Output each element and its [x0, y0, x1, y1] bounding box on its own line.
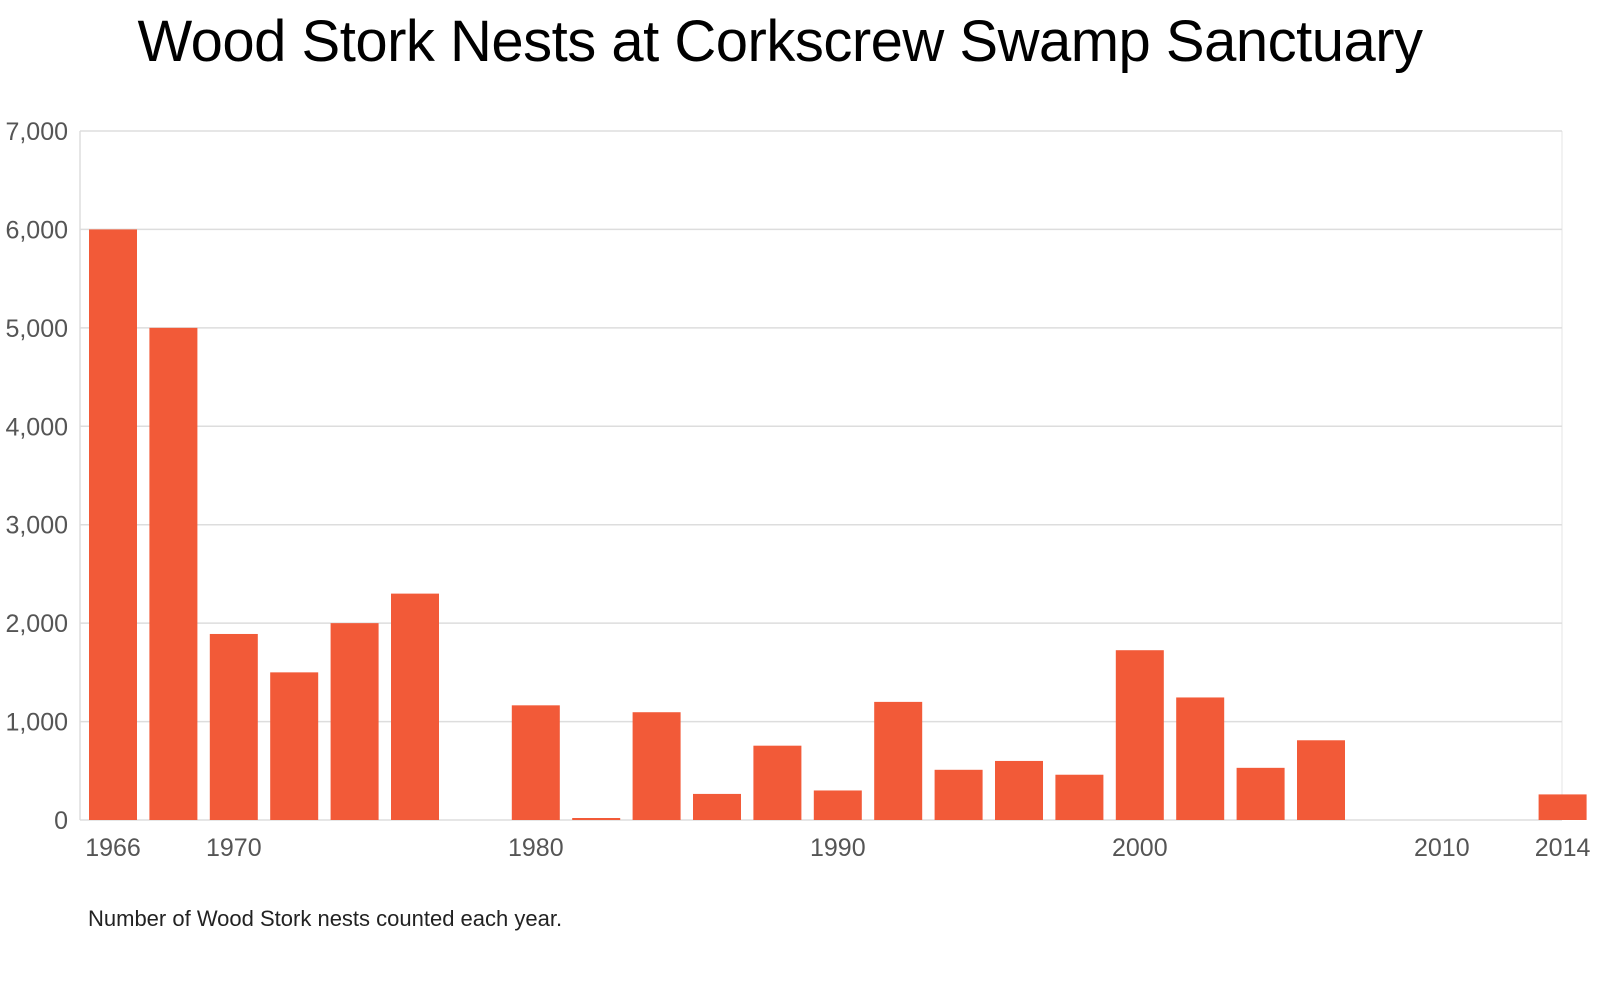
bar-1998 — [1055, 774, 1104, 820]
y-tick-label-3000: 3,000 — [5, 512, 68, 540]
bar-2006 — [1297, 740, 1345, 820]
x-tick-label-1970: 1970 — [206, 834, 262, 862]
bars — [89, 229, 1587, 820]
y-tick-label-7000: 7,000 — [5, 118, 68, 146]
x-tick-label-2014: 2014 — [1535, 834, 1591, 862]
y-axis-tick-labels: 0 1,000 2,000 3,000 4,000 5,000 6,000 7,000 — [5, 118, 68, 835]
x-tick-label-1990: 1990 — [810, 834, 866, 862]
y-tick-label-5000: 5,000 — [5, 315, 68, 343]
x-tick-label-2000: 2000 — [1112, 834, 1168, 862]
y-tick-label-0: 0 — [54, 807, 68, 835]
y-tick-label-4000: 4,000 — [5, 413, 68, 441]
bar-1992 — [874, 701, 923, 820]
x-tick-label-2010: 2010 — [1414, 834, 1470, 862]
bar-1976 — [391, 593, 439, 820]
bar-1974 — [330, 623, 379, 820]
bar-1986 — [693, 793, 741, 820]
bar-2000 — [1115, 650, 1164, 820]
y-tick-label-2000: 2,000 — [5, 610, 68, 638]
bar-1996 — [995, 760, 1043, 820]
bar-1972 — [270, 672, 319, 820]
chart-title: Wood Stork Nests at Corkscrew Swamp Sanc… — [137, 9, 1423, 74]
x-axis-tick-labels: 1966 1970 1980 1990 2000 2010 2014 — [85, 834, 1590, 862]
bar-1968 — [149, 327, 198, 820]
x-tick-label-1980: 1980 — [508, 834, 564, 862]
bar-1984 — [632, 712, 681, 820]
bar-2004 — [1236, 767, 1285, 820]
bar-1990 — [813, 790, 862, 820]
y-tick-label-6000: 6,000 — [5, 216, 68, 244]
bar-2014 — [1538, 794, 1587, 820]
bar-1982 — [572, 818, 621, 820]
bar-1994 — [934, 769, 983, 820]
x-tick-label-1966: 1966 — [85, 834, 141, 862]
bar-2002 — [1176, 697, 1225, 820]
bar-1970 — [209, 633, 258, 820]
bar-1980 — [511, 705, 560, 820]
chart-caption: Number of Wood Stork nests counted each … — [88, 906, 563, 931]
bar-1988 — [753, 745, 802, 820]
bar-1966 — [89, 229, 137, 820]
y-tick-label-1000: 1,000 — [5, 709, 68, 737]
